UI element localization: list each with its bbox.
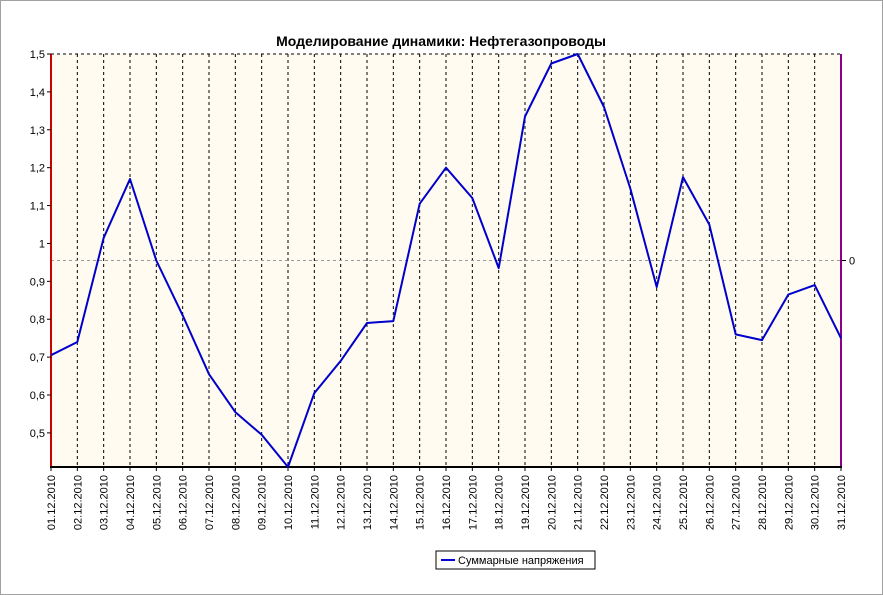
x-tick-label: 19.12.2010 [520,475,532,530]
x-tick-label: 04.12.2010 [125,475,137,530]
y-tick-label: 0,6 [30,390,45,402]
x-tick-label: 27.12.2010 [731,475,743,530]
x-tick-label: 31.12.2010 [836,475,848,530]
x-tick-label: 28.12.2010 [757,475,769,530]
x-tick-label: 07.12.2010 [204,475,216,530]
y-tick-label: 1,5 [30,49,45,61]
legend: Суммарные напряжения [435,550,596,570]
x-tick-label: 02.12.2010 [72,475,84,530]
y-tick-label: 1 [39,238,45,250]
x-tick-label: 10.12.2010 [283,475,295,530]
legend-label: Суммарные напряжения [458,555,584,567]
x-tick-label: 21.12.2010 [573,475,585,530]
x-tick-label: 22.12.2010 [599,475,611,530]
x-tick-label: 08.12.2010 [230,475,242,530]
x-tick-label: 17.12.2010 [467,475,479,530]
x-tick-label: 20.12.2010 [546,475,558,530]
reference-line-label: 0 [849,256,855,268]
x-tick-label: 18.12.2010 [494,475,506,530]
x-tick-label: 26.12.2010 [704,475,716,530]
x-tick-label: 09.12.2010 [257,475,269,530]
x-tick-label: 06.12.2010 [178,475,190,530]
x-tick-label: 14.12.2010 [388,475,400,530]
x-tick-label: 03.12.2010 [99,475,111,530]
x-tick-label: 25.12.2010 [678,475,690,530]
chart-title: Моделирование динамики: Нефтегазопроводы [276,33,606,49]
x-tick-label: 11.12.2010 [309,475,321,529]
series-line [50,53,842,468]
y-tick-label: 1,2 [30,163,45,175]
y-tick-label: 1,3 [30,125,45,137]
y-tick-label: 0,5 [30,428,45,440]
y-tick-labels: 0,5 0,6 0,7 0,8 0,9 1 1,1 1,2 1,3 1,4 1,5 [30,49,51,440]
y-tick-label: 1,4 [30,87,45,99]
x-tick-label: 12.12.2010 [336,475,348,530]
x-tick-label: 29.12.2010 [783,475,795,530]
x-tick-label: 13.12.2010 [362,475,374,530]
x-tick-label: 30.12.2010 [810,475,822,530]
x-tick-label: 01.12.2010 [46,475,58,530]
y-tick-label: 0,7 [30,352,45,364]
y-tick-label: 0,9 [30,276,45,288]
x-tick-label: 23.12.2010 [625,475,637,530]
x-tick-label: 24.12.2010 [652,475,664,530]
series-group [50,53,842,468]
y-tick-label: 1,1 [30,201,45,213]
x-tick-label: 05.12.2010 [151,475,163,530]
x-tick-label: 15.12.2010 [415,475,427,530]
y-tick-label: 0,8 [30,314,45,326]
x-tick-label: 16.12.2010 [441,475,453,530]
legend-box [435,550,596,570]
x-tick-labels: 01.12.2010 02.12.2010 03.12.2010 04.12.2010… [46,467,848,530]
